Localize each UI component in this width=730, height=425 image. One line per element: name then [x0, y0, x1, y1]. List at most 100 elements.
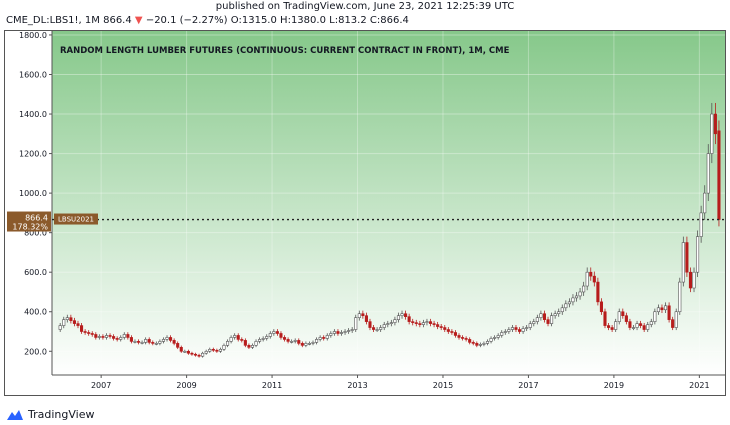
candle-body: [635, 323, 639, 328]
candle-body: [578, 291, 582, 297]
candle-body: [628, 321, 632, 328]
candle-body: [364, 315, 368, 322]
candle-body: [603, 311, 607, 326]
candle-body: [101, 336, 105, 338]
candle-body: [592, 275, 596, 283]
candle-body: [375, 329, 379, 331]
candle-body: [379, 327, 383, 330]
change-value: −20.1 (−2.27%): [145, 15, 228, 26]
candle-body: [443, 327, 447, 330]
candle-body: [347, 330, 351, 332]
candle-body: [179, 347, 183, 352]
candle-body: [436, 324, 440, 327]
candle-body: [268, 333, 272, 337]
chart-frame[interactable]: 200.0 400.0 600.0 800.0 1000.0 1200.0 1400.0 16…: [4, 30, 726, 396]
high-label: H:: [280, 15, 291, 26]
candle-body: [87, 332, 91, 334]
candle-body: [272, 331, 276, 334]
y-tick-label: 200.0: [24, 347, 47, 356]
candle-body: [461, 337, 465, 339]
candle-body: [607, 325, 611, 328]
candle-body: [596, 281, 600, 303]
candle-body: [258, 339, 262, 342]
y-tick-label: 800.0: [24, 229, 47, 238]
candle-body: [236, 335, 240, 340]
candle-body: [201, 352, 205, 357]
candle-body: [311, 342, 315, 344]
candle-body: [660, 307, 664, 311]
candle-body: [450, 331, 454, 333]
high-value: 1380.0: [290, 15, 326, 26]
candle-body: [432, 323, 436, 325]
tradingview-logo-icon: [7, 410, 23, 420]
candle-body: [671, 319, 675, 328]
y-tick-label: 1200.0: [19, 150, 47, 159]
candle-body: [147, 339, 151, 343]
candle-body: [72, 320, 76, 324]
candle-body: [282, 337, 287, 340]
candle-body: [500, 332, 504, 336]
candle-body: [585, 271, 589, 287]
candle-body: [218, 348, 222, 352]
last-price-label: 866.4 178.32% LBSU2021: [7, 211, 98, 232]
candle-body: [315, 339, 319, 343]
candle-body: [293, 340, 297, 342]
x-tick-label: 2017: [518, 381, 538, 390]
candle-body: [468, 339, 472, 343]
candle-body: [204, 350, 208, 354]
open-value: 1315.0: [241, 15, 277, 26]
candle-body: [222, 345, 226, 350]
x-axis: 2007 2009 2011 2013 2015 2017 2019 2021: [52, 374, 725, 390]
candle-body: [226, 341, 230, 346]
y-tick-label: 400.0: [24, 308, 47, 317]
candle-body: [574, 295, 579, 299]
chart-canvas[interactable]: 200.0 400.0 600.0 800.0 1000.0 1200.0 1400.0 16…: [5, 31, 725, 395]
candle-body: [322, 337, 326, 339]
candle-body: [122, 334, 126, 338]
candle-body: [699, 212, 703, 237]
candle-body: [243, 340, 247, 346]
candle-body: [525, 327, 529, 329]
last-price: 866.4: [103, 15, 132, 26]
candle-body: [297, 340, 301, 344]
candle-body: [151, 342, 155, 344]
candle-body: [692, 271, 696, 289]
candle-body: [154, 343, 158, 345]
candle-body: [286, 339, 290, 342]
candle-body: [674, 311, 678, 328]
candle-body: [418, 323, 422, 325]
candle-body: [560, 307, 564, 313]
candle-body: [183, 350, 187, 353]
candle-body: [58, 325, 62, 330]
candle-body: [307, 343, 311, 345]
plot-background: [52, 31, 725, 375]
candle-body: [678, 281, 682, 313]
candle-body: [425, 321, 429, 323]
symbol-tag-bg: [54, 213, 98, 225]
candle-body: [197, 354, 201, 357]
candle-body: [208, 348, 212, 352]
candle-body: [617, 311, 621, 322]
candle-body: [396, 315, 401, 320]
candle-body: [539, 313, 543, 318]
candle-body: [681, 242, 685, 283]
last-price-label-value: 866.4: [25, 214, 48, 223]
grid-lines: [52, 31, 725, 375]
candle-body: [514, 327, 518, 330]
candle-body: [614, 321, 618, 330]
candle-body: [97, 336, 101, 338]
candle-body: [133, 341, 137, 343]
candle-body: [290, 341, 294, 343]
x-tick-label: 2007: [91, 381, 111, 390]
candle-body: [688, 271, 693, 289]
close-value: 866.4: [380, 15, 409, 26]
candle-body: [215, 349, 219, 352]
candle-body: [542, 313, 547, 320]
candle-body: [550, 315, 554, 324]
candle-body: [503, 331, 507, 333]
candle-body: [507, 329, 511, 332]
candle-body: [265, 336, 269, 339]
candle-body: [368, 321, 372, 328]
candle-body: [610, 327, 614, 330]
x-tick-label: 2011: [262, 381, 282, 390]
